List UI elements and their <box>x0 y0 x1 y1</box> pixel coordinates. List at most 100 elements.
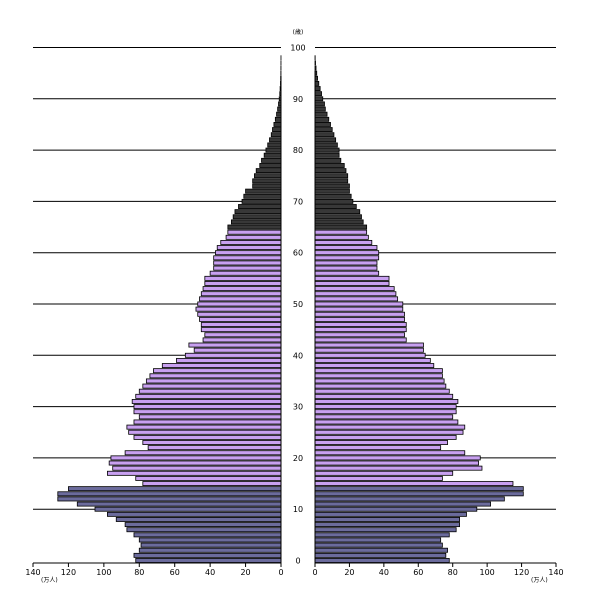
bar-left-age-57 <box>213 265 282 271</box>
bar-left-age-34 <box>142 383 282 389</box>
bar-right-age-79 <box>314 152 340 158</box>
bar-left-age-48 <box>197 311 282 317</box>
bar-right-age-72 <box>314 188 350 194</box>
bar-right-age-84 <box>314 127 333 133</box>
bar-left-age-12 <box>57 496 282 502</box>
bar-right-age-60 <box>314 250 380 256</box>
age-tick-label-30: 30 <box>293 403 303 412</box>
bar-left-age-5 <box>133 532 282 538</box>
bar-right-age-24 <box>314 434 457 440</box>
bar-right-age-22 <box>314 445 442 451</box>
bar-right-age-81 <box>314 142 338 148</box>
bar-right-age-75 <box>314 173 349 179</box>
bar-right-age-34 <box>314 383 447 389</box>
x-tick-label-right-60: 60 <box>413 568 423 577</box>
age-tick-label-70: 70 <box>293 197 303 206</box>
bar-left-age-7 <box>124 522 282 528</box>
bar-right-age-4 <box>314 537 442 543</box>
bar-right-age-47 <box>314 316 405 322</box>
bar-right-age-33 <box>314 388 450 394</box>
age-tick-label-0: 0 <box>295 557 300 566</box>
value-unit-label-left: (万人) <box>41 577 58 584</box>
bar-right-age-28 <box>314 414 454 420</box>
bar-right-age-68 <box>314 209 361 215</box>
bar-right-age-15 <box>314 481 514 486</box>
bar-left-age-88 <box>277 106 282 112</box>
bar-left-age-87 <box>276 111 282 117</box>
bar-left-age-68 <box>234 209 282 215</box>
bar-right-age-1 <box>314 552 447 558</box>
bar-right-age-82 <box>314 137 337 143</box>
bar-left-age-58 <box>213 260 282 266</box>
bar-right-age-71 <box>314 193 352 199</box>
bar-right-age-42 <box>314 342 424 348</box>
bar-right-age-13 <box>314 491 524 497</box>
bar-left-age-18 <box>112 465 282 471</box>
bar-left-age-4 <box>138 537 282 543</box>
bar-right-age-37 <box>314 368 443 374</box>
bar-right-age-18 <box>314 465 483 471</box>
bar-right-age-40 <box>314 352 426 358</box>
bar-left-age-16 <box>135 475 282 481</box>
bar-right-age-25 <box>314 429 464 435</box>
bar-left-age-2 <box>138 547 282 553</box>
bar-left-age-71 <box>243 193 282 199</box>
bar-right-age-91 <box>314 91 322 97</box>
bar-right-age-26 <box>314 424 466 430</box>
axes <box>32 70 557 567</box>
bar-right-age-27 <box>314 419 459 425</box>
bar-left-age-84 <box>272 127 282 133</box>
bar-left-age-50 <box>197 301 282 307</box>
bar-right-age-73 <box>314 183 350 189</box>
age-tick-label-90: 90 <box>293 95 303 104</box>
bar-right-age-78 <box>314 157 342 163</box>
bar-left-age-14 <box>68 486 282 492</box>
bar-right-age-58 <box>314 260 378 266</box>
bar-left-age-37 <box>153 368 282 374</box>
bar-left-age-70 <box>241 198 282 204</box>
bar-right-age-44 <box>314 332 405 338</box>
bar-right-age-14 <box>314 486 524 492</box>
bar-left-age-13 <box>57 491 282 497</box>
bar-left-age-26 <box>126 424 282 430</box>
bar-left-age-54 <box>204 281 282 286</box>
bar-left-age-47 <box>199 316 282 322</box>
bar-right-age-70 <box>314 198 354 204</box>
bar-left-age-61 <box>216 245 282 251</box>
x-tick-label-right-20: 20 <box>344 568 354 577</box>
bar-left-age-9 <box>107 511 282 517</box>
age-tick-label-80: 80 <box>293 146 303 155</box>
bar-right-age-55 <box>314 275 390 281</box>
bar-left-age-72 <box>245 188 282 194</box>
bar-right-age-10 <box>314 506 478 512</box>
bar-left-age-62 <box>220 239 282 245</box>
bar-left-age-80 <box>265 147 282 153</box>
bar-left-age-36 <box>149 373 282 379</box>
bar-left-age-0 <box>135 558 282 563</box>
bar-left-age-65 <box>227 224 282 230</box>
bar-left-age-56 <box>209 270 282 276</box>
x-tick-label-left-120: 120 <box>61 568 76 577</box>
bar-left-age-6 <box>126 527 282 533</box>
bar-left-age-49 <box>195 306 282 312</box>
bar-left-age-53 <box>202 286 282 292</box>
age-tick-label-50: 50 <box>293 300 303 309</box>
bar-right-age-93 <box>314 80 320 86</box>
bar-right-age-77 <box>314 163 345 168</box>
bar-left-age-43 <box>202 337 282 343</box>
bar-right-age-92 <box>314 86 321 91</box>
bar-left-age-17 <box>107 470 282 476</box>
bar-right-age-21 <box>314 450 466 456</box>
bar-right-age-52 <box>314 291 397 297</box>
bar-right-age-29 <box>314 409 457 415</box>
bar-right-age-20 <box>314 455 481 461</box>
bar-left-age-29 <box>133 409 282 415</box>
bar-right-age-59 <box>314 255 380 261</box>
bar-left-age-64 <box>227 229 282 235</box>
bar-right-age-63 <box>314 234 369 240</box>
bar-left-age-59 <box>213 255 282 261</box>
bar-right-age-86 <box>314 116 330 122</box>
bar-right-age-83 <box>314 132 335 138</box>
bar-right-age-6 <box>314 527 457 533</box>
bar-right-age-74 <box>314 178 349 184</box>
